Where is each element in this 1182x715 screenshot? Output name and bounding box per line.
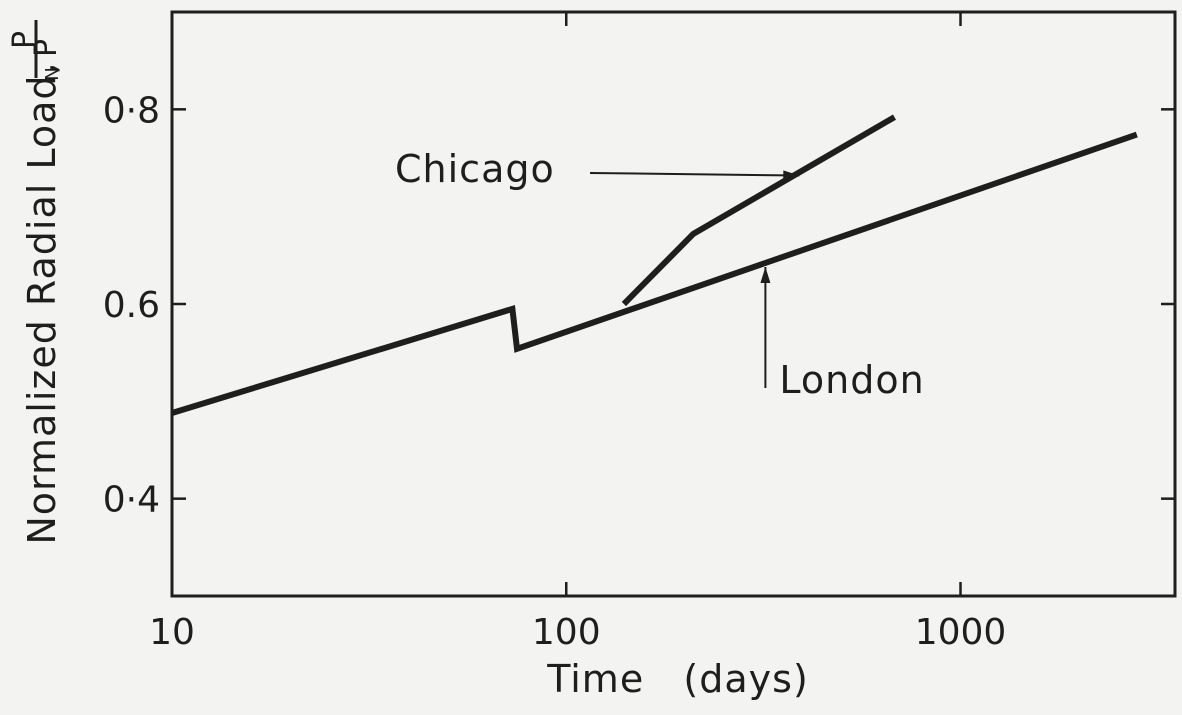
y-axis-fraction-denominator: P xyxy=(29,39,64,57)
y-tick-label: 0·4 xyxy=(103,480,160,521)
plot-frame xyxy=(172,12,1175,596)
x-tick-label: 10 xyxy=(149,612,195,653)
x-tick-label: 1000 xyxy=(915,612,1007,653)
y-axis-label: Normalized Radial Load, xyxy=(20,61,64,544)
annotation-chicago-arrow xyxy=(590,173,799,176)
annotation-london-arrowhead xyxy=(760,267,770,283)
series-line-chicago xyxy=(624,117,895,304)
y-tick-label: 0.6 xyxy=(103,285,160,326)
x-tick-label: 100 xyxy=(532,612,601,653)
annotation-chicago-label: Chicago xyxy=(395,147,555,191)
y-tick-label: 0·8 xyxy=(103,90,160,131)
y-axis-fraction: P P N xyxy=(7,20,64,81)
annotation-london-label: London xyxy=(779,358,924,402)
x-axis-label: Time (days) xyxy=(546,657,809,701)
y-axis-fraction-denominator-sub: N xyxy=(42,67,63,80)
